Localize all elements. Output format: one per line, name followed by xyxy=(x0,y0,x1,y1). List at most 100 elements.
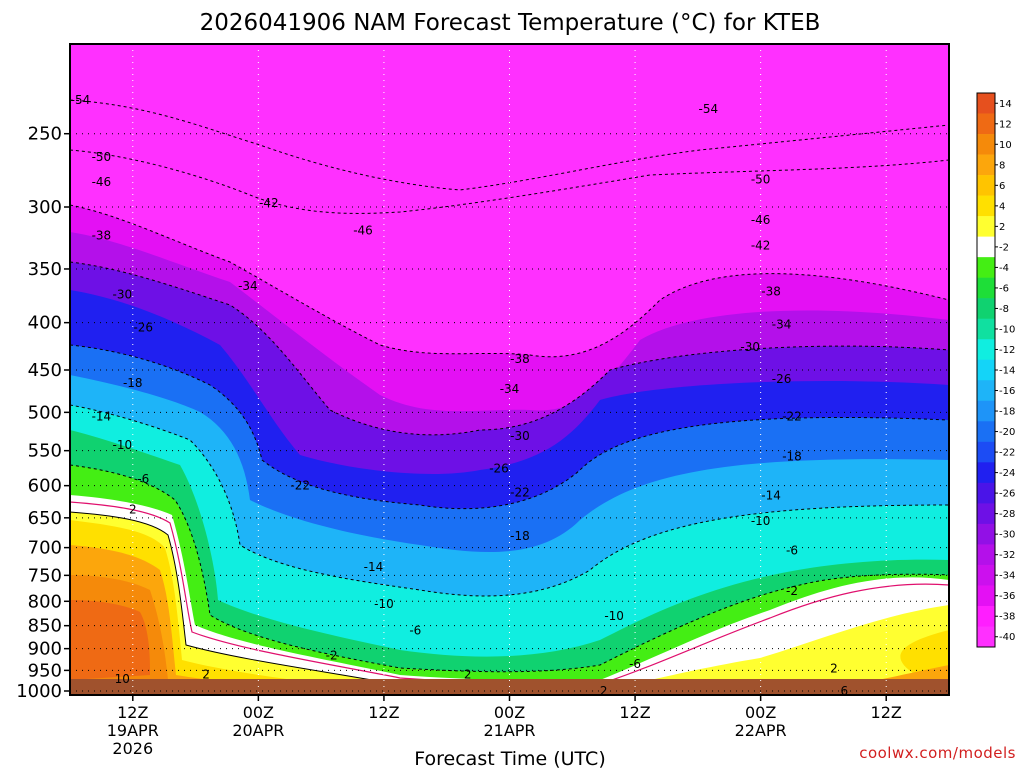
contour-label: -6 xyxy=(409,623,421,637)
colorbar-swatch xyxy=(977,462,995,484)
plot-area: -54-54-50-50-46-46-46-42-42-38-38-38-34-… xyxy=(70,44,949,698)
contour-label: -6 xyxy=(786,543,798,557)
contour-label: -38 xyxy=(92,228,112,242)
colorbar: 14 12 10 8 6 4 2 -2 -4 -6 -8 -10 -12 -14 -16 -18 -20 -22 -… xyxy=(976,92,1015,648)
isotherm-line xyxy=(70,149,949,214)
contour-label: 6 xyxy=(841,684,849,698)
contour-label: 2 xyxy=(129,503,137,517)
colorbar-swatch xyxy=(977,585,995,607)
contour-label: -34 xyxy=(772,318,792,332)
contour-label: -22 xyxy=(290,479,310,493)
colorbar-swatch xyxy=(977,195,995,217)
contour-label: -18 xyxy=(123,376,143,390)
grid xyxy=(70,44,949,695)
contour-label: -14 xyxy=(92,409,112,423)
colorbar-swatch xyxy=(977,298,995,320)
colorbar-label: -2 xyxy=(999,242,1009,253)
contour-label: 10 xyxy=(115,672,130,686)
y-tick-label: 1000 xyxy=(16,681,62,702)
colorbar-swatch xyxy=(977,154,995,176)
contour-label: -42 xyxy=(751,238,771,252)
contour-label: -38 xyxy=(510,352,530,366)
colorbar-swatch xyxy=(977,339,995,361)
contour-label: -6 xyxy=(137,472,149,486)
x-tick-label: 12Z xyxy=(368,703,399,722)
x-tick-label: 21APR xyxy=(483,721,535,740)
contour-label: -10 xyxy=(113,438,133,452)
contour-label: -54 xyxy=(71,93,91,107)
colorbar-swatch xyxy=(977,380,995,402)
colorbar-swatch xyxy=(977,257,995,278)
contour-label: -10 xyxy=(751,514,771,528)
colorbar-label: -26 xyxy=(999,489,1015,500)
colorbar-swatch xyxy=(977,134,995,155)
x-tick-label: 22APR xyxy=(735,721,787,740)
contour-labels: -54-54-50-50-46-46-46-42-42-38-38-38-34-… xyxy=(71,93,849,698)
colorbar-label: 14 xyxy=(999,99,1012,110)
band-pos10 xyxy=(70,600,150,680)
contour-label: -26 xyxy=(133,321,153,335)
colorbar-swatch xyxy=(977,400,995,422)
colorbar-label: 4 xyxy=(999,201,1005,212)
colorbar-label: 12 xyxy=(999,119,1012,130)
contour-label: -14 xyxy=(364,560,384,574)
colorbar-swatch xyxy=(977,441,995,463)
contour-label: -10 xyxy=(604,609,624,623)
colorbar-label: -36 xyxy=(999,591,1015,602)
colorbar-label: -6 xyxy=(999,283,1009,294)
contour-label: 2 xyxy=(600,684,608,698)
contour-label: -14 xyxy=(761,489,781,503)
x-tick-label: 20APR xyxy=(232,721,284,740)
contour-label: -22 xyxy=(782,409,802,423)
colorbar-label: -18 xyxy=(999,407,1015,418)
contour-label: -22 xyxy=(510,485,530,499)
y-tick-label: 600 xyxy=(28,476,62,497)
colorbar-label: 2 xyxy=(999,222,1005,233)
y-tick-label: 850 xyxy=(28,616,62,637)
colorbar-label: -8 xyxy=(999,304,1009,315)
y-tick-label: 800 xyxy=(28,591,62,612)
band-0 xyxy=(70,495,949,695)
y-axis: 2503003504004505005506006507007508008509… xyxy=(16,124,70,702)
colorbar-label: 8 xyxy=(999,160,1005,171)
contour-label: -38 xyxy=(761,284,781,298)
colorbar-label: -4 xyxy=(999,263,1009,274)
x-tick-label: 2026 xyxy=(112,739,153,758)
x-axis-label: Forecast Time (UTC) xyxy=(414,748,605,768)
y-tick-label: 700 xyxy=(28,538,62,559)
contour-label: 2 xyxy=(464,668,472,682)
contour-label: -46 xyxy=(92,175,112,189)
contour-label: -50 xyxy=(751,172,771,186)
colorbar-swatch xyxy=(977,359,995,381)
x-tick-label: 00Z xyxy=(745,703,776,722)
colorbar-swatch xyxy=(977,626,995,648)
colorbar-swatch xyxy=(977,318,995,340)
credit-link[interactable]: coolwx.com/models xyxy=(859,744,1016,762)
contour-label: -10 xyxy=(374,597,394,611)
y-tick-label: 650 xyxy=(28,508,62,529)
isotherm-lines xyxy=(70,99,949,693)
contour-label: -26 xyxy=(772,372,792,386)
colorbar-label: -10 xyxy=(999,324,1015,335)
colorbar-swatch xyxy=(977,503,995,525)
contour-label: -18 xyxy=(782,449,802,463)
colorbar-label: -28 xyxy=(999,509,1015,520)
contour-label: -6 xyxy=(629,657,641,671)
colorbar-label: -24 xyxy=(999,468,1015,479)
colorbar-swatch xyxy=(977,564,995,586)
y-tick-label: 500 xyxy=(28,402,62,423)
colorbar-label: -22 xyxy=(999,448,1015,459)
contour-label: -2 xyxy=(786,584,798,598)
colorbar-swatch xyxy=(977,523,995,545)
colorbar-swatch xyxy=(977,113,995,135)
x-tick-label: 19APR xyxy=(107,721,159,740)
x-tick-label: 12Z xyxy=(871,703,902,722)
y-tick-label: 750 xyxy=(28,565,62,586)
colorbar-label: -34 xyxy=(999,571,1015,582)
colorbar-label: 6 xyxy=(999,181,1005,192)
y-tick-label: 400 xyxy=(28,313,62,334)
colorbar-label: 10 xyxy=(999,140,1012,151)
contour-label: -34 xyxy=(238,279,258,293)
x-tick-label: 12Z xyxy=(619,703,650,722)
